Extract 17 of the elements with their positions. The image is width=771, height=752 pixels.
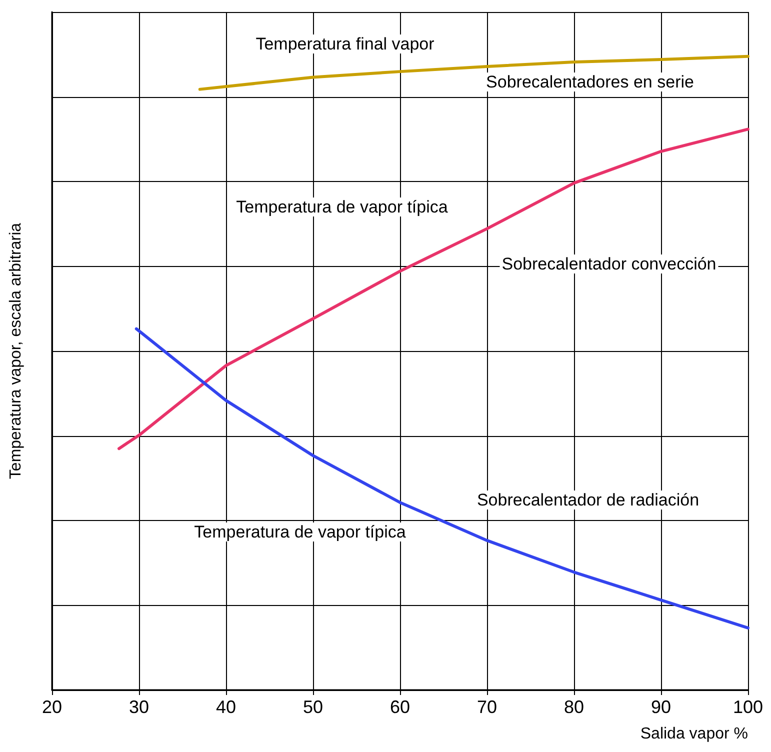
x-tick-label: 60 — [390, 697, 410, 717]
x-tick-label: 90 — [650, 697, 672, 717]
x-tick-label: 20 — [42, 697, 62, 717]
annotation: Temperatura de vapor típica — [236, 198, 448, 216]
x-axis-title: Salida vapor % — [640, 726, 748, 742]
y-axis-title: Temperatura vapor, escala arbitraria — [8, 222, 24, 480]
text: Temperatura final vapor — [256, 34, 435, 54]
annotation: Sobrecalentador convección — [502, 254, 716, 274]
x-tick-label: 40 — [216, 697, 236, 717]
annotation: Sobrecalentadores en serie — [486, 72, 694, 92]
x-tick-label: 50 — [302, 697, 324, 717]
x-tick-label: 80 — [564, 697, 584, 717]
annotation: Temperatura de vapor típica — [194, 522, 406, 542]
annotation: Sobrecalentador de radiación — [476, 490, 700, 510]
x-tick-label: 70 — [476, 697, 498, 717]
x-tick-label: 100 — [732, 697, 764, 717]
x-tick-label: 30 — [128, 697, 150, 717]
